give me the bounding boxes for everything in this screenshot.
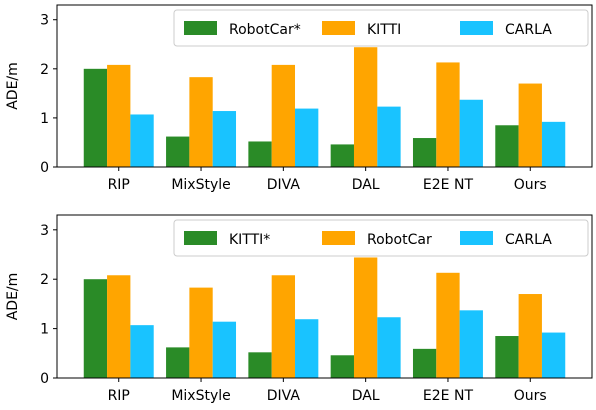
bar-robotcar-mixstyle [166, 136, 190, 167]
bar-robotcar-ours [495, 125, 519, 167]
y-tick-label: 0 [40, 371, 49, 387]
legend-swatch [184, 21, 217, 35]
legend-swatch [460, 231, 493, 245]
legend-swatch [322, 231, 355, 245]
bar-carla-diva [295, 108, 319, 167]
bar-kitti-e2ent [412, 348, 437, 378]
bar-carla-dal [377, 106, 401, 167]
bar-carla-e2ent [459, 310, 483, 378]
legend-label: KITTI [367, 22, 401, 38]
bar-carla-ours [541, 121, 566, 167]
legend-swatch [460, 21, 493, 35]
bar-robotcar-ours [518, 294, 542, 378]
legend-label: KITTI* [229, 232, 270, 248]
bar-kitti-dal [353, 47, 378, 167]
y-tick-label: 0 [40, 160, 49, 176]
x-tick-label: RIP [108, 177, 130, 193]
bar-kitti-diva [271, 64, 296, 167]
bar-kitti-ours [495, 336, 519, 378]
bar-robotcar-e2ent [436, 272, 460, 378]
bar-robotcar-rip [107, 275, 131, 378]
bar-kitti-e2ent [436, 62, 460, 167]
y-tick-label: 2 [40, 272, 49, 288]
legend-box [173, 219, 589, 257]
y-tick-label: 3 [40, 223, 49, 239]
bar-carla-mixstyle [212, 321, 237, 378]
x-tick-label: DIVA [267, 177, 301, 193]
bar-robotcar-e2ent [412, 138, 437, 167]
x-tick-label: DAL [352, 388, 380, 404]
x-tick-label: DIVA [267, 388, 301, 404]
legend-label: CARLA [505, 22, 552, 38]
x-tick-label: Ours [514, 388, 547, 404]
bar-robotcar-diva [248, 141, 272, 167]
bar-robotcar-rip [83, 68, 108, 167]
x-tick-label: E2E NT [423, 388, 474, 404]
axes-frame [56, 4, 593, 168]
bar-robotcar-dal [353, 257, 378, 378]
y-axis-label: ADE/m [5, 273, 21, 321]
chart-panel-2: 0 1 2 3 RIP MixStyle DIVA DAL E2E NT Ours ADE/m KIT… [5, 214, 593, 404]
legend-box [173, 9, 589, 47]
bar-kitti-diva [248, 352, 272, 378]
bar-kitti-ours [518, 83, 542, 167]
bar-kitti-dal [330, 355, 354, 378]
x-tick-label: MixStyle [171, 177, 230, 193]
legend-label: RobotCar [367, 232, 432, 248]
y-axis-label: ADE/m [5, 62, 21, 110]
bar-carla-rip [130, 325, 154, 378]
bar-kitti-rip [107, 64, 131, 167]
y-tick-label: 1 [40, 111, 49, 127]
x-tick-label: RIP [108, 388, 130, 404]
x-tick-label: MixStyle [171, 388, 230, 404]
bar-kitti-mixstyle [189, 77, 213, 167]
bar-kitti-mixstyle [166, 347, 190, 378]
bar-kitti-rip [83, 279, 108, 378]
y-tick-label: 2 [40, 62, 49, 78]
axes-frame [56, 214, 593, 379]
bar-carla-ours [541, 332, 566, 378]
y-tick-label: 1 [40, 322, 49, 338]
bar-carla-rip [130, 114, 154, 167]
bar-robotcar-mixstyle [189, 287, 213, 378]
x-tick-label: Ours [514, 177, 547, 193]
legend-label: RobotCar* [229, 22, 301, 38]
bar-carla-dal [377, 317, 401, 378]
legend-swatch [184, 231, 217, 245]
y-tick-label: 3 [40, 13, 49, 29]
x-tick-label: DAL [352, 177, 380, 193]
x-tick-label: E2E NT [423, 177, 474, 193]
bar-carla-diva [295, 319, 319, 378]
bar-robotcar-dal [330, 144, 354, 167]
legend-label: CARLA [505, 232, 552, 248]
legend-swatch [322, 21, 355, 35]
bar-robotcar-diva [271, 275, 296, 378]
bar-carla-mixstyle [212, 111, 237, 167]
bar-carla-e2ent [459, 99, 483, 167]
chart-panel-1: 0 1 2 3 RIP MixStyle DIVA DAL E2E NT Ours ADE/m Rob… [5, 4, 593, 193]
